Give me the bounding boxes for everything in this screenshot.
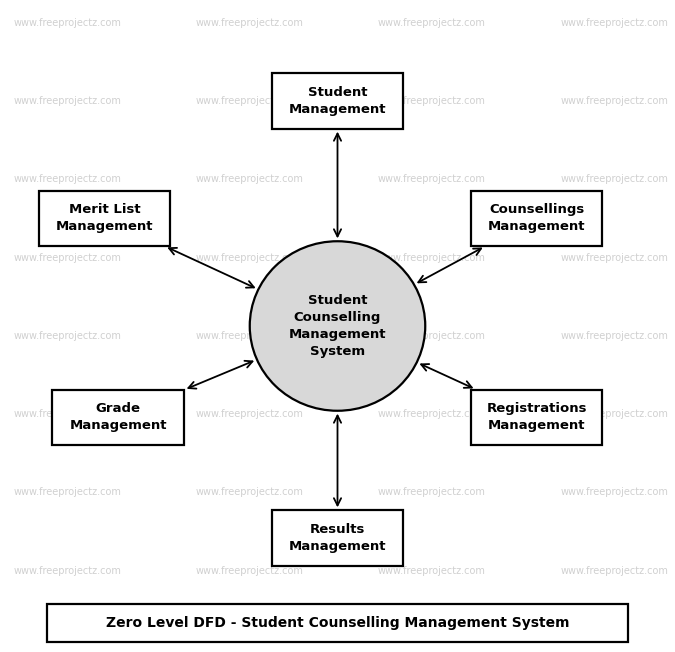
Text: www.freeprojectz.com: www.freeprojectz.com (378, 252, 486, 263)
FancyBboxPatch shape (52, 389, 184, 445)
Text: www.freeprojectz.com: www.freeprojectz.com (14, 174, 122, 185)
Text: www.freeprojectz.com: www.freeprojectz.com (560, 96, 668, 106)
Text: www.freeprojectz.com: www.freeprojectz.com (378, 331, 486, 341)
Text: www.freeprojectz.com: www.freeprojectz.com (560, 252, 668, 263)
Text: www.freeprojectz.com: www.freeprojectz.com (14, 18, 122, 28)
Text: www.freeprojectz.com: www.freeprojectz.com (14, 96, 122, 106)
Text: www.freeprojectz.com: www.freeprojectz.com (196, 331, 304, 341)
Text: www.freeprojectz.com: www.freeprojectz.com (196, 18, 304, 28)
Text: www.freeprojectz.com: www.freeprojectz.com (196, 96, 304, 106)
Text: Results
Management: Results Management (289, 523, 386, 553)
Text: www.freeprojectz.com: www.freeprojectz.com (560, 487, 668, 497)
Text: www.freeprojectz.com: www.freeprojectz.com (560, 331, 668, 341)
Text: www.freeprojectz.com: www.freeprojectz.com (196, 252, 304, 263)
Text: www.freeprojectz.com: www.freeprojectz.com (378, 96, 486, 106)
Text: Student
Management: Student Management (289, 86, 386, 116)
Text: www.freeprojectz.com: www.freeprojectz.com (560, 409, 668, 419)
Text: www.freeprojectz.com: www.freeprojectz.com (14, 331, 122, 341)
Text: www.freeprojectz.com: www.freeprojectz.com (560, 565, 668, 576)
Text: Grade
Management: Grade Management (70, 402, 167, 432)
Text: Merit List
Management: Merit List Management (56, 203, 153, 233)
Text: www.freeprojectz.com: www.freeprojectz.com (378, 565, 486, 576)
Text: www.freeprojectz.com: www.freeprojectz.com (378, 487, 486, 497)
Text: www.freeprojectz.com: www.freeprojectz.com (14, 409, 122, 419)
FancyBboxPatch shape (47, 604, 628, 642)
FancyBboxPatch shape (471, 389, 602, 445)
Text: www.freeprojectz.com: www.freeprojectz.com (14, 565, 122, 576)
Text: Zero Level DFD - Student Counselling Management System: Zero Level DFD - Student Counselling Man… (106, 615, 569, 630)
Text: www.freeprojectz.com: www.freeprojectz.com (560, 18, 668, 28)
Text: Counsellings
Management: Counsellings Management (488, 203, 585, 233)
FancyBboxPatch shape (271, 510, 403, 566)
Text: www.freeprojectz.com: www.freeprojectz.com (378, 409, 486, 419)
Circle shape (250, 241, 425, 411)
Text: www.freeprojectz.com: www.freeprojectz.com (560, 174, 668, 185)
Text: www.freeprojectz.com: www.freeprojectz.com (196, 565, 304, 576)
Text: www.freeprojectz.com: www.freeprojectz.com (196, 487, 304, 497)
Text: www.freeprojectz.com: www.freeprojectz.com (14, 487, 122, 497)
Text: www.freeprojectz.com: www.freeprojectz.com (378, 18, 486, 28)
FancyBboxPatch shape (271, 74, 403, 128)
Text: www.freeprojectz.com: www.freeprojectz.com (196, 174, 304, 185)
FancyBboxPatch shape (38, 190, 170, 246)
Text: Student
Counselling
Management
System: Student Counselling Management System (289, 294, 386, 358)
Text: www.freeprojectz.com: www.freeprojectz.com (14, 252, 122, 263)
Text: www.freeprojectz.com: www.freeprojectz.com (196, 409, 304, 419)
Text: www.freeprojectz.com: www.freeprojectz.com (378, 174, 486, 185)
FancyBboxPatch shape (471, 190, 602, 246)
Text: Registrations
Management: Registrations Management (487, 402, 587, 432)
